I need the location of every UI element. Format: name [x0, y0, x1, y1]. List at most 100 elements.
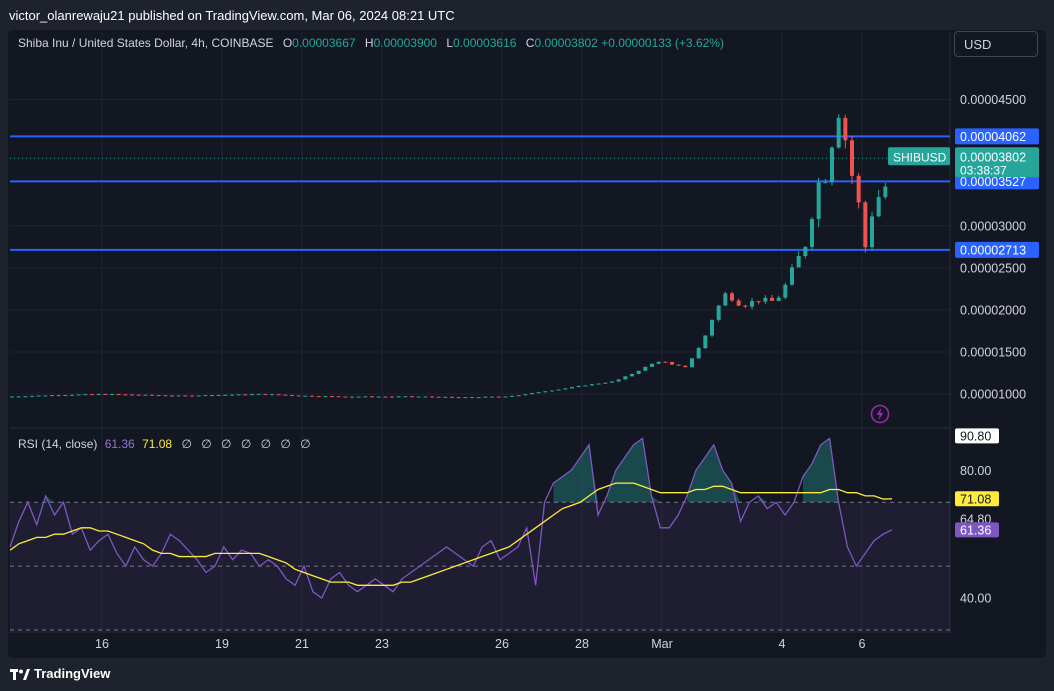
candle-67: [456, 397, 461, 399]
rsi-tag-ma: 71.08: [955, 491, 999, 507]
candle-4: [36, 395, 41, 397]
rsi-tag-label-rsi: 61.36: [960, 523, 991, 537]
rsi-tag-bg-ma: [955, 491, 999, 507]
horizontal-levels: 0.00004062 0.00003527 0.00002713: [10, 128, 1039, 258]
candle-body-113: [763, 297, 768, 302]
candle-body-24: [170, 395, 174, 397]
candle-121: [816, 177, 821, 228]
candle-101: [683, 365, 688, 368]
candle-24: [170, 395, 174, 397]
candle-7: [56, 394, 61, 397]
candle-body-107: [723, 293, 728, 306]
candle-body-126: [850, 140, 854, 176]
price-tick-0: 0.00004500: [960, 93, 1026, 107]
candle-63: [430, 396, 434, 398]
candle-59: [403, 396, 408, 398]
candle-body-35: [243, 394, 248, 396]
candle-106: [716, 304, 721, 322]
candle-130: [876, 189, 881, 218]
candle-body-84: [570, 387, 574, 389]
candle-105: [710, 319, 714, 338]
candle-body-16: [116, 394, 121, 396]
candle-body-97: [656, 361, 661, 364]
candle-body-52: [356, 396, 361, 398]
time-tick-0: 16: [95, 637, 109, 651]
candle-113: [763, 295, 768, 305]
candle-9: [70, 394, 74, 396]
candle-body-109: [736, 300, 741, 306]
candle-107: [723, 291, 728, 306]
candle-120: [810, 216, 814, 251]
candle-94: [636, 370, 641, 375]
candle-91: [616, 379, 621, 382]
level-tag-bg-1: [955, 173, 1039, 190]
currency-button[interactable]: USD: [954, 31, 1038, 57]
candle-35: [243, 394, 248, 396]
candle-body-34: [236, 394, 241, 396]
lightning-icon[interactable]: [870, 404, 890, 424]
candle-34: [236, 394, 241, 396]
candle-77: [523, 394, 528, 396]
candle-36: [250, 393, 254, 396]
candle-5: [43, 395, 48, 397]
candle-body-75: [510, 395, 514, 397]
candle-body-66: [450, 396, 454, 398]
candle-body-10: [76, 394, 81, 396]
candle-109: [736, 298, 741, 306]
candle-body-39: [270, 394, 274, 396]
candle-71: [483, 396, 488, 398]
candle-body-81: [550, 390, 554, 392]
time-tick-5: 28: [575, 637, 589, 651]
time-tick-7: 4: [779, 637, 786, 651]
candle-body-14: [103, 393, 108, 395]
candle-body-36: [250, 394, 254, 396]
candle-body-12: [90, 394, 94, 396]
candle-2: [23, 396, 28, 398]
candle-body-104: [703, 335, 708, 349]
candle-131: [883, 182, 888, 200]
candle-114: [770, 295, 774, 301]
candle-61: [416, 396, 421, 398]
candle-74: [503, 396, 508, 398]
candle-37: [256, 393, 261, 395]
candle-body-76: [516, 395, 521, 397]
candle-39: [270, 394, 274, 396]
candle-body-67: [456, 397, 461, 399]
candle-123: [830, 146, 834, 186]
candle-body-1: [16, 396, 21, 398]
candle-body-79: [536, 392, 541, 394]
rsi-band-fill: [10, 502, 950, 630]
chart-area[interactable]: [8, 30, 1046, 658]
candle-56: [383, 396, 388, 398]
candle-129: [870, 211, 874, 251]
candle-87: [590, 383, 594, 386]
candle-body-90: [610, 381, 614, 383]
high-value: 0.00003900: [373, 36, 437, 50]
candle-body-112: [756, 301, 761, 303]
open-value: 0.00003667: [292, 36, 356, 50]
candle-96: [650, 363, 654, 367]
candle-55: [376, 396, 381, 398]
candle-body-94: [636, 370, 641, 374]
candle-12: [90, 394, 94, 396]
price-tick-5: 0.00001000: [960, 388, 1026, 402]
candle-62: [423, 396, 428, 398]
price-tick-2: 0.00002500: [960, 261, 1026, 275]
candle-14: [103, 393, 108, 395]
candle-66: [450, 396, 454, 398]
candle-104: [703, 335, 708, 350]
candle-29: [203, 395, 208, 397]
candle-body-89: [603, 382, 608, 384]
level-tag-label-2: 0.00002713: [960, 243, 1026, 257]
candle-90: [610, 381, 614, 383]
candle-body-119: [803, 246, 808, 257]
time-tick-2: 21: [295, 637, 309, 651]
candle-99: [670, 361, 674, 365]
candle-body-43: [296, 395, 301, 397]
candle-body-131: [883, 186, 888, 198]
candles: [10, 114, 888, 399]
candle-body-103: [696, 348, 701, 359]
candle-26: [183, 395, 188, 397]
candle-47: [323, 395, 328, 398]
